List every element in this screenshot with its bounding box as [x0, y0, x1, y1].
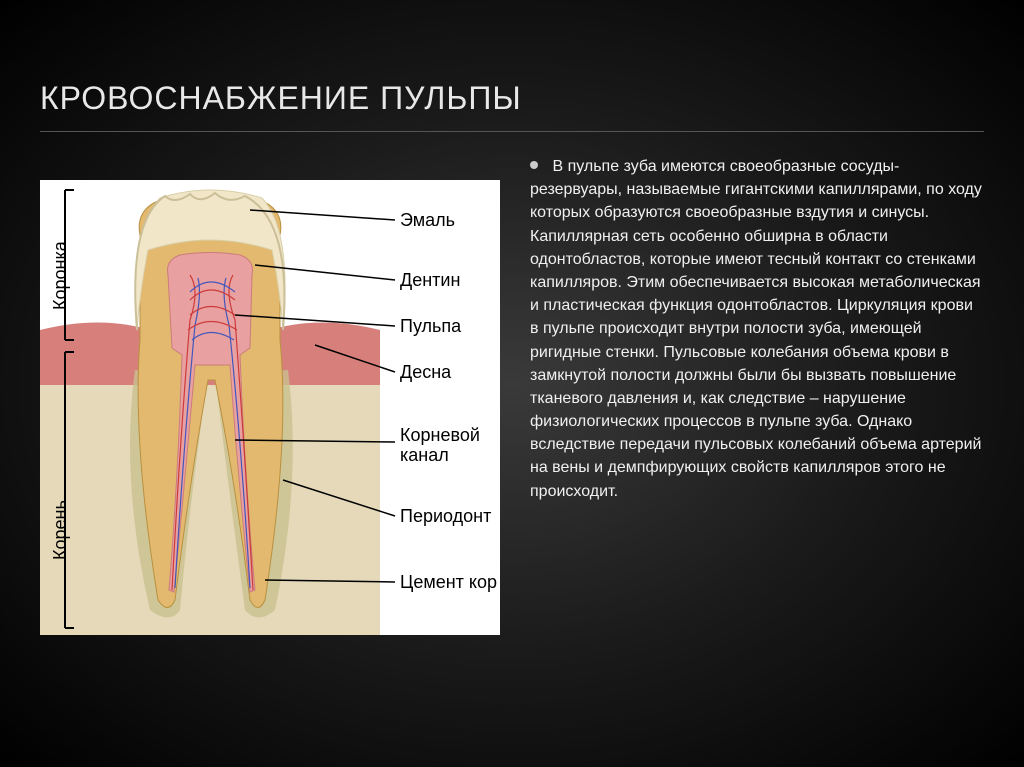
- content-row: Коронка Корень Эмаль Дентин Пульпа Десна…: [40, 150, 984, 635]
- label-crown: Коронка: [50, 241, 71, 310]
- label-periodont: Периодонт: [400, 506, 491, 527]
- tooth-diagram: Коронка Корень Эмаль Дентин Пульпа Десна…: [40, 180, 500, 635]
- text-panel: В пульпе зуба имеются своеобразные сосуд…: [530, 150, 984, 635]
- tooth-svg: [40, 180, 500, 635]
- label-dentin: Дентин: [400, 270, 460, 291]
- label-root-canal: Корневойканал: [400, 426, 480, 466]
- body-paragraph: В пульпе зуба имеются своеобразные сосуд…: [530, 155, 984, 503]
- bullet-icon: [530, 161, 538, 169]
- slide-title: КРОВОСНАБЖЕНИЕ ПУЛЬПЫ: [40, 80, 984, 132]
- label-enamel: Эмаль: [400, 210, 455, 231]
- body-text: В пульпе зуба имеются своеобразные сосуд…: [530, 158, 982, 500]
- label-root: Корень: [50, 500, 71, 560]
- label-gum: Десна: [400, 362, 451, 383]
- label-cementum: Цемент кор: [400, 572, 497, 593]
- label-pulp: Пульпа: [400, 316, 461, 337]
